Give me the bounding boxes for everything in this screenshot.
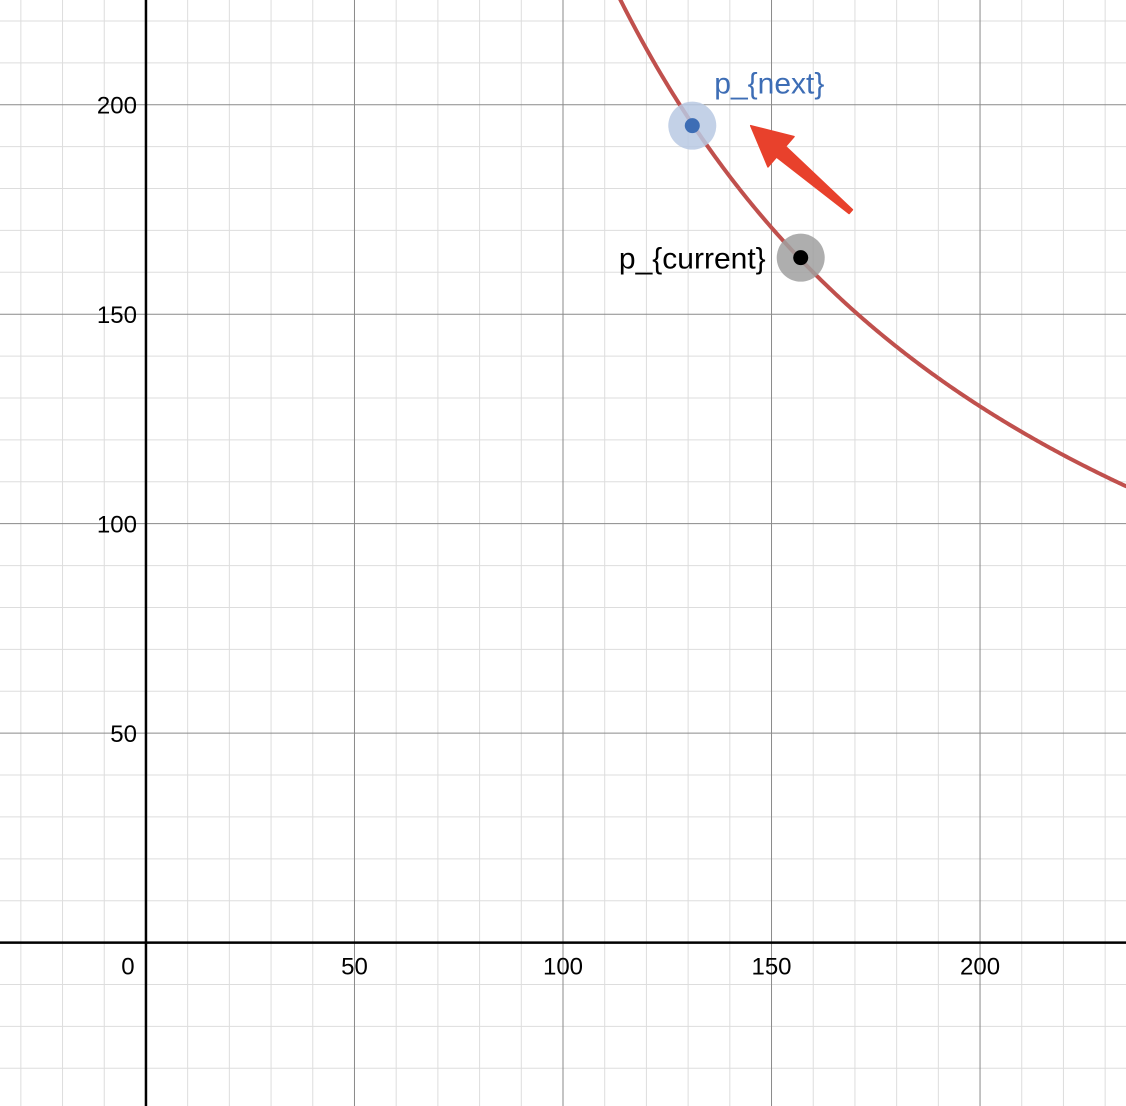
y-tick-label: 200: [97, 93, 137, 120]
point-label: p_{next}: [714, 68, 824, 101]
y-tick-label: 150: [97, 302, 137, 329]
x-tick-label: 0: [121, 954, 134, 981]
point-label: p_{current}: [619, 243, 766, 276]
point-marker[interactable]: [684, 118, 700, 134]
tick-labels: 0 50 100 150 200 50 100 150 200: [97, 93, 1000, 981]
x-tick-label: 100: [543, 954, 583, 981]
y-tick-label: 50: [110, 721, 137, 748]
points[interactable]: p_{next} p_{current}: [619, 68, 825, 282]
x-tick-label: 150: [751, 954, 791, 981]
x-tick-label: 200: [960, 954, 1000, 981]
annotations: [749, 124, 854, 215]
x-tick-label: 50: [341, 954, 368, 981]
y-tick-label: 100: [97, 512, 137, 539]
point-marker[interactable]: [793, 250, 809, 266]
red-arrow: [749, 124, 854, 215]
